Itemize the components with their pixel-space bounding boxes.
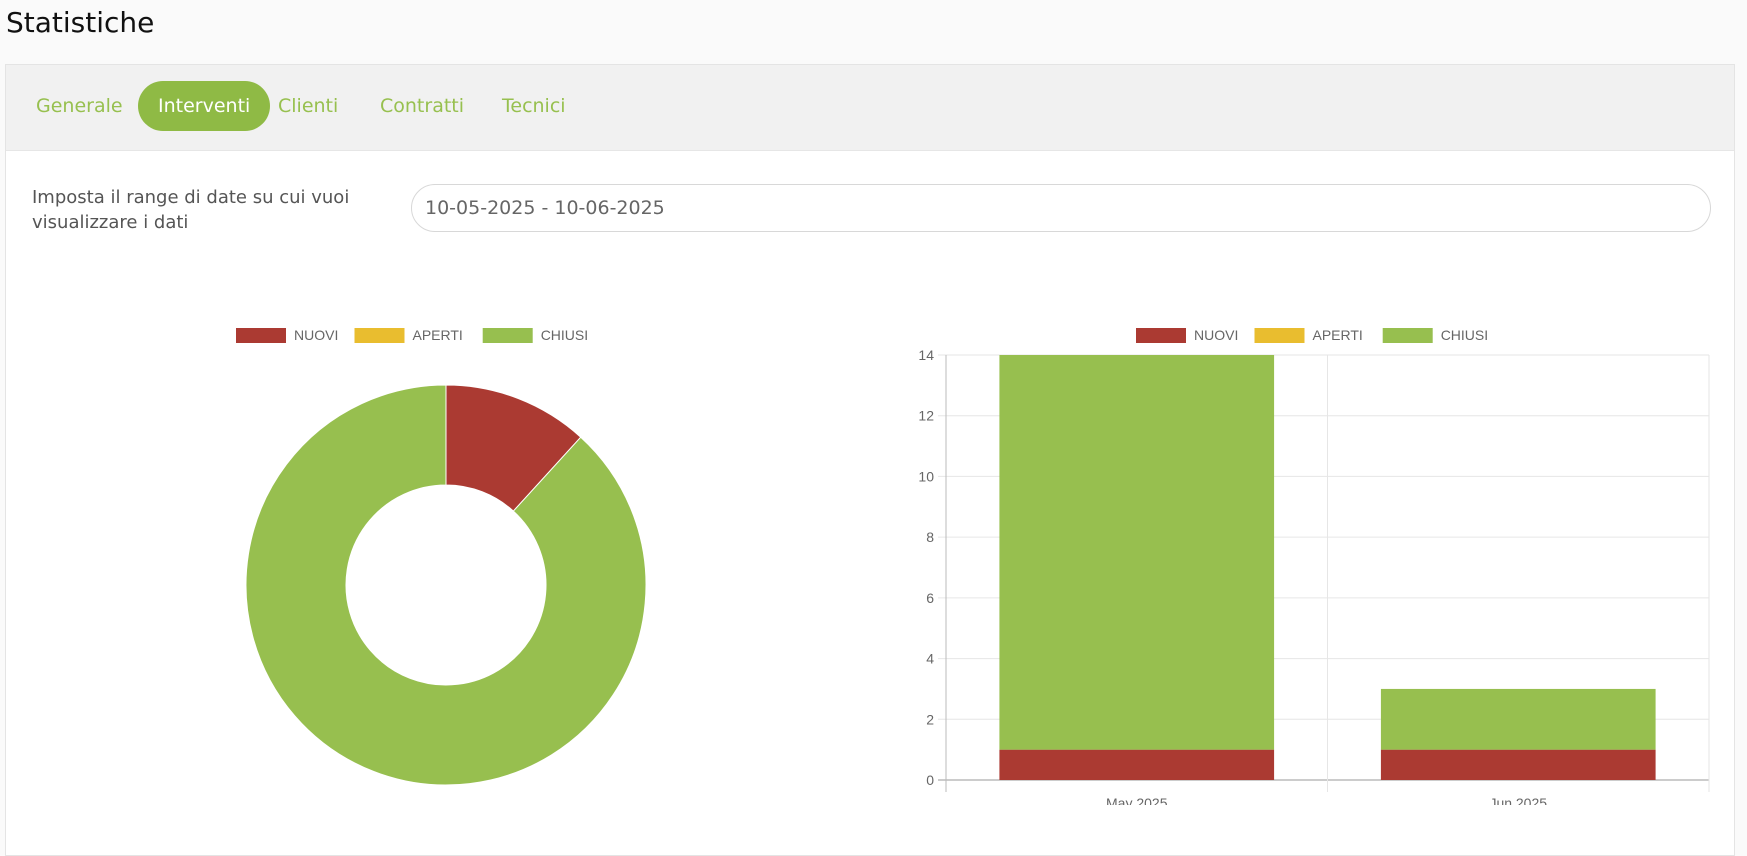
tab-generale[interactable]: Generale xyxy=(36,95,123,117)
page-title: Statistiche xyxy=(6,6,155,39)
bar-legend-label-aperti: APERTI xyxy=(1313,327,1363,343)
tab-interventi[interactable]: Interventi xyxy=(138,81,271,131)
tab-bar: Generale Interventi Clienti Contratti Te… xyxy=(6,65,1734,151)
bar-ytick-8: 8 xyxy=(926,529,934,545)
date-range-input[interactable] xyxy=(411,184,1711,232)
tab-contratti[interactable]: Contratti xyxy=(380,95,465,117)
bar-legend-label-chiusi: CHIUSI xyxy=(1441,327,1488,343)
bar-ytick-10: 10 xyxy=(918,468,934,484)
bar-chiusi-may-2025 xyxy=(999,355,1275,750)
tab-tecnici[interactable]: Tecnici xyxy=(502,95,566,117)
donut-slice-chiusi xyxy=(245,384,647,786)
bar-legend-swatch-aperti xyxy=(1254,328,1305,343)
date-range-label: Imposta il range di date su cui vuoi vis… xyxy=(32,187,350,233)
bar-legend-swatch-nuovi xyxy=(1136,328,1186,343)
bar-ytick-12: 12 xyxy=(918,408,934,424)
bar-ytick-4: 4 xyxy=(926,651,934,667)
bar-nuovi-jun-2025 xyxy=(1380,749,1656,780)
donut-legend-label-aperti: APERTI xyxy=(413,327,463,343)
donut-legend-swatch-aperti xyxy=(354,328,405,343)
donut-legend-swatch-nuovi xyxy=(236,328,286,343)
tab-clienti[interactable]: Clienti xyxy=(278,95,339,117)
bar-xtick-jun-2025: Jun 2025 xyxy=(1489,795,1547,805)
bar-xtick-may-2025: May 2025 xyxy=(1106,795,1168,805)
interventions-donut-chart: NUOVI APERTI CHIUSI xyxy=(236,327,647,786)
donut-legend-label-nuovi: NUOVI xyxy=(294,327,338,343)
interventions-bar-chart: NUOVI APERTI CHIUSI 0 2 4 6 8 10 12 14 May 2025 Jun … xyxy=(918,327,1710,805)
donut-legend-label-chiusi: CHIUSI xyxy=(541,327,588,343)
bar-legend-swatch-chiusi xyxy=(1382,328,1433,343)
donut-legend-swatch-chiusi xyxy=(482,328,533,343)
bar-legend-label-nuovi: NUOVI xyxy=(1194,327,1238,343)
bar-chiusi-jun-2025 xyxy=(1380,688,1656,750)
statistics-panel: Generale Interventi Clienti Contratti Te… xyxy=(5,64,1735,856)
bar-ytick-2: 2 xyxy=(926,711,934,727)
bar-ytick-14: 14 xyxy=(918,347,934,363)
bar-ytick-0: 0 xyxy=(926,772,934,788)
bar-ytick-6: 6 xyxy=(926,590,934,606)
bar-nuovi-may-2025 xyxy=(999,749,1275,780)
